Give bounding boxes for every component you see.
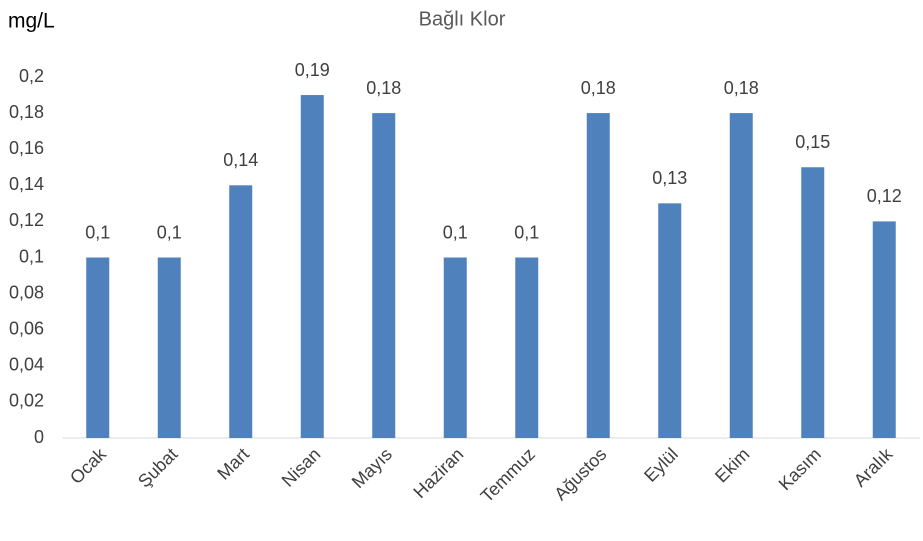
y-tick-label: 0,08 — [9, 282, 44, 302]
value-label: 0,1 — [443, 222, 468, 242]
value-label: 0,18 — [724, 78, 759, 98]
bar — [372, 113, 396, 438]
y-axis-label: mg/L — [8, 10, 55, 33]
x-tick-label: Şubat — [134, 444, 181, 491]
y-tick-label: 0,1 — [19, 246, 44, 266]
x-tick-label: Haziran — [409, 444, 467, 502]
bar — [658, 203, 682, 438]
x-tick-label: Mayıs — [348, 444, 396, 492]
value-label: 0,19 — [295, 60, 330, 80]
x-tick-label: Aralık — [850, 443, 897, 490]
bar — [801, 167, 825, 438]
y-tick-label: 0,14 — [9, 174, 44, 194]
bar — [515, 257, 539, 438]
y-tick-label: 0 — [34, 427, 44, 447]
x-tick-label: Eylül — [640, 444, 682, 486]
y-tick-label: 0,06 — [9, 318, 44, 338]
y-tick-label: 0,16 — [9, 138, 44, 158]
value-label: 0,13 — [652, 168, 687, 188]
x-tick-label: Ağustos — [550, 444, 610, 504]
y-tick-label: 0,04 — [9, 355, 44, 375]
bar — [86, 257, 110, 438]
bar — [586, 113, 610, 438]
value-label: 0,15 — [795, 132, 830, 152]
bar — [157, 257, 181, 438]
chart-title: Bağlı Klor — [419, 8, 506, 30]
value-label: 0,18 — [366, 78, 401, 98]
bar — [443, 257, 467, 438]
value-label: 0,1 — [514, 222, 539, 242]
value-label: 0,18 — [581, 78, 616, 98]
bar — [229, 185, 253, 438]
x-tick-label: Temmuz — [477, 444, 539, 506]
x-tick-label: Ocak — [66, 443, 111, 488]
y-tick-label: 0,02 — [9, 391, 44, 411]
bar — [729, 113, 753, 438]
y-tick-label: 0,12 — [9, 210, 44, 230]
value-label: 0,12 — [867, 186, 902, 206]
y-tick-label: 0,2 — [19, 66, 44, 86]
value-label: 0,14 — [223, 150, 258, 170]
bar — [872, 221, 896, 438]
y-tick-label: 0,18 — [9, 102, 44, 122]
value-label: 0,1 — [157, 222, 182, 242]
x-tick-label: Nisan — [278, 444, 325, 491]
x-tick-label: Mart — [213, 444, 253, 484]
x-tick-label: Ekim — [711, 444, 753, 486]
bar — [300, 95, 324, 439]
x-tick-label: Kasım — [775, 444, 825, 494]
value-label: 0,1 — [85, 222, 110, 242]
